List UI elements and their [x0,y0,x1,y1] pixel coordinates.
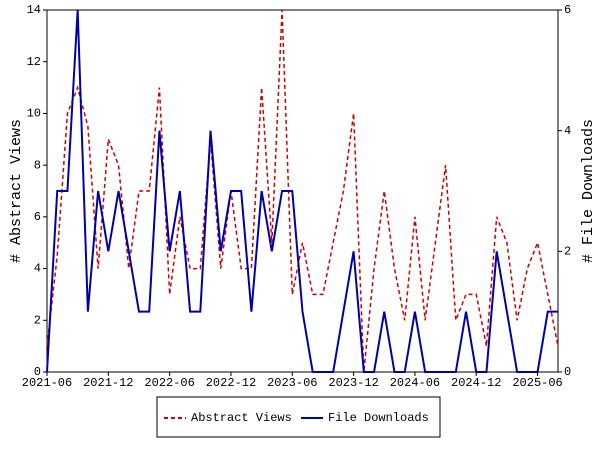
x-tick-label: 2023-12 [328,376,378,390]
x-tick-label: 2024-06 [390,376,440,390]
x-tick-label: 2023-06 [267,376,317,390]
y-axis-title: # Abstract Views [8,119,25,263]
y-tick-label: 0 [34,365,41,379]
series-line [46,9,558,373]
legend-label: Abstract Views [191,411,292,425]
y2-tick-label: 4 [564,124,571,138]
y2-tick-label: 6 [564,3,571,17]
x-tick-label: 2024-12 [451,376,501,390]
y2-tick-label: 2 [564,245,571,259]
y2-axis-title: # File Downloads [580,119,597,263]
y-tick-label: 10 [27,107,41,121]
y-tick-label: 4 [34,262,41,276]
x-tick-label: 2021-12 [83,376,133,390]
y-tick-label: 2 [34,313,41,327]
x-tick-label: 2022-12 [206,376,256,390]
legend-label: File Downloads [328,411,429,425]
plot-frame [46,9,559,373]
x-tick-label: 2022-06 [144,376,194,390]
y-tick-label: 12 [27,55,41,69]
legend-box [156,396,441,438]
y-tick-label: 6 [34,210,41,224]
y-tick-label: 14 [27,3,41,17]
x-tick-label: 2025-06 [512,376,562,390]
series-line [46,9,559,373]
y-tick-label: 8 [34,158,41,172]
x-tick-label: 2021-06 [22,376,72,390]
y2-tick-label: 0 [564,365,571,379]
